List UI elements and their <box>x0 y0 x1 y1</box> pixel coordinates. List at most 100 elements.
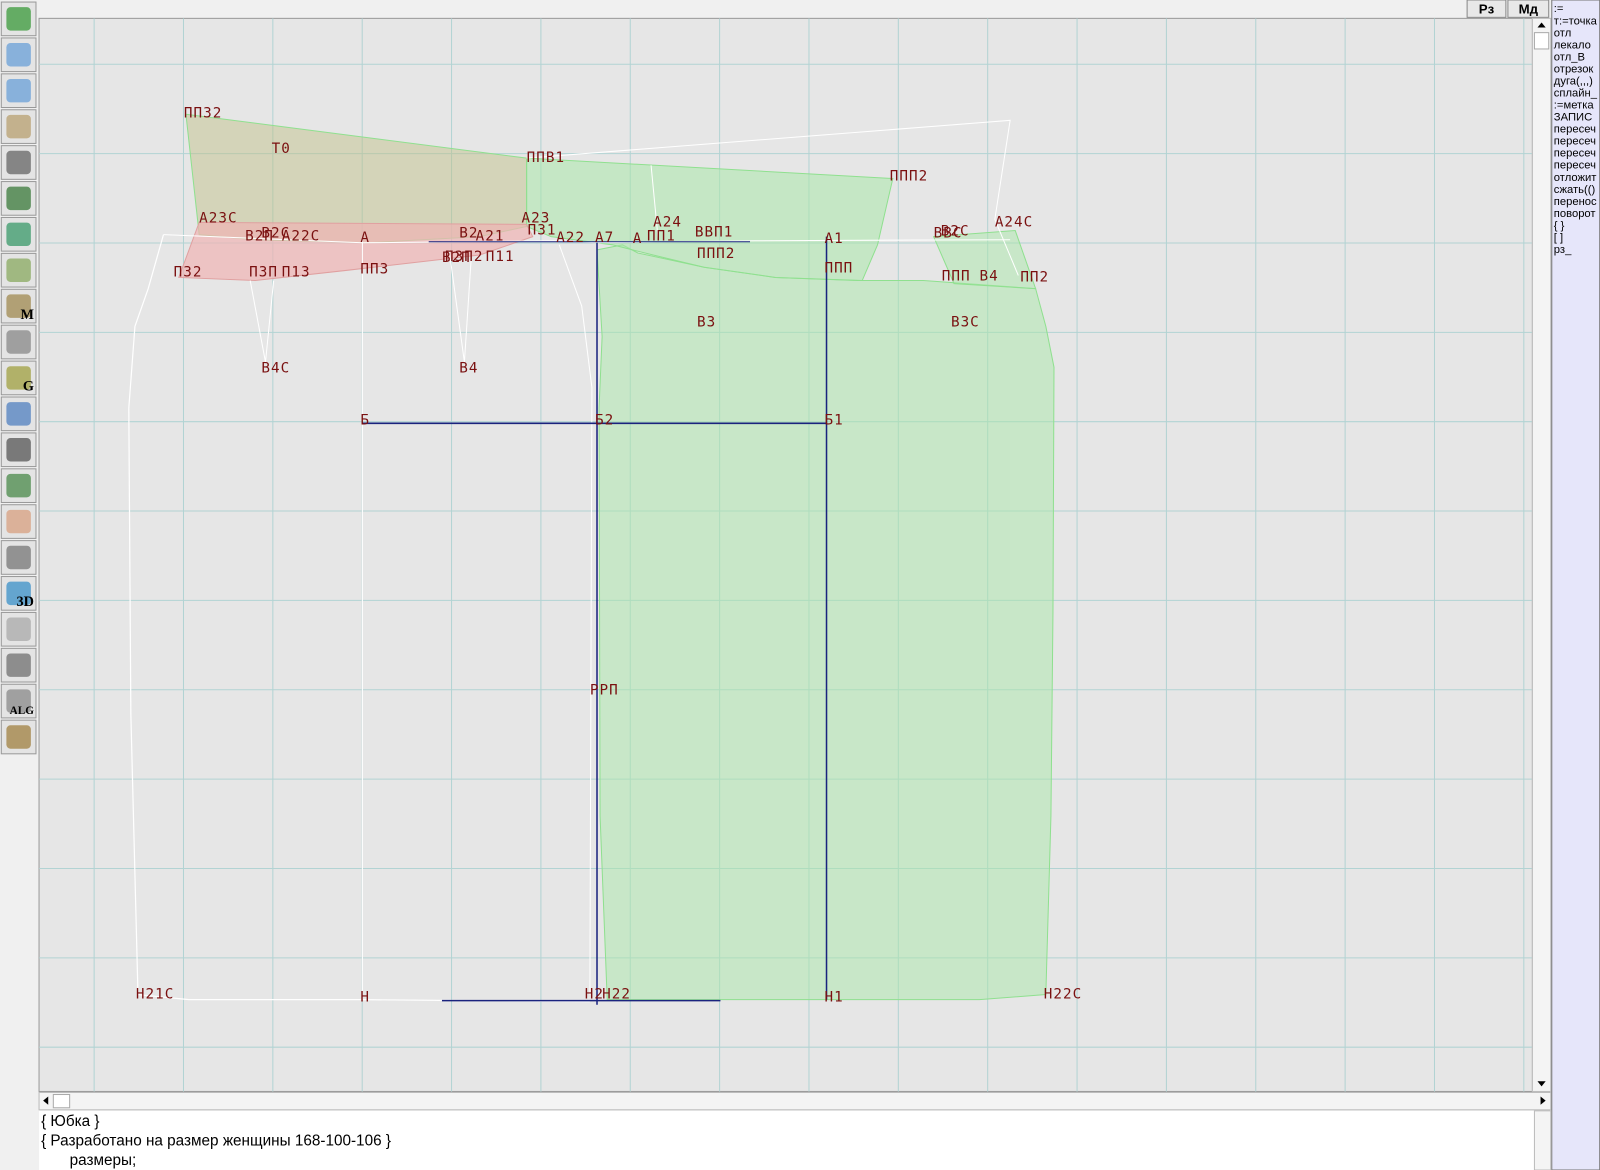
command-list: :=т:=точкаотллекалоотл_Вотрезокдуга(,,,)… <box>1554 3 1598 256</box>
tool-icon <box>6 617 31 642</box>
dart <box>249 280 275 363</box>
front-panel <box>596 244 1055 1001</box>
tool-icon <box>6 689 31 713</box>
command-item[interactable]: пересеч <box>1554 160 1596 172</box>
button-label: Рз <box>1479 1 1495 16</box>
tool-icon <box>6 473 31 498</box>
point-label: В2П <box>245 229 274 245</box>
point-label: Н21С <box>136 987 174 1003</box>
point-label: А <box>360 230 370 246</box>
command-item[interactable]: перенос <box>1554 196 1597 208</box>
arrow-up[interactable] <box>1537 22 1546 28</box>
scroll-thumb[interactable] <box>1533 32 1550 50</box>
point-label: В2С <box>941 224 970 240</box>
point-label: П3П2 <box>445 249 483 265</box>
point-label: А22 <box>556 230 585 246</box>
tool-icon <box>6 150 31 175</box>
point-label: Т0 <box>272 141 291 157</box>
point-label: В2П <box>442 250 471 266</box>
point-label: ПП32 <box>184 105 222 121</box>
tool-icon <box>6 402 31 426</box>
point-label: ПП2 <box>1020 270 1049 286</box>
command-panel[interactable] <box>1551 0 1600 1170</box>
point-label: А23С <box>199 210 237 226</box>
command-item[interactable]: пересеч <box>1554 136 1596 148</box>
point-label: Н2 <box>585 987 604 1003</box>
point-label: В2 <box>459 226 478 242</box>
tool-icon <box>6 78 31 103</box>
side-seam <box>558 244 593 995</box>
point-label: В4 <box>980 269 999 285</box>
tool-icon-label: 3D <box>17 594 34 610</box>
dart <box>448 249 473 363</box>
point-label: Н22 <box>602 987 631 1003</box>
point-label: Н22С <box>1044 987 1082 1003</box>
horizontal-scrollbar[interactable] <box>38 1091 1552 1111</box>
tool-icon <box>6 294 31 318</box>
point-label: А <box>633 231 643 247</box>
button[interactable] <box>1466 0 1507 18</box>
dart <box>650 165 659 240</box>
command-item[interactable]: [ ] <box>1554 232 1563 244</box>
arrow-left[interactable] <box>43 1096 49 1105</box>
command-item[interactable]: т:=точка <box>1554 15 1598 27</box>
editor-text: { Юбка } { Разработано на размер женщины … <box>41 1113 391 1169</box>
command-item[interactable]: := <box>1554 3 1564 15</box>
tool-icon <box>6 725 31 749</box>
tool-icon <box>6 7 31 31</box>
toolbar-icons: M G 3D ALG <box>0 1 37 755</box>
point-label: ППП <box>824 260 853 276</box>
point-label: А24 <box>653 214 682 230</box>
point-label: В2С <box>261 226 290 242</box>
tool-icon <box>6 438 31 462</box>
point-label: В3С <box>951 314 980 330</box>
tool-icon <box>6 114 31 139</box>
scroll-track <box>38 1091 1552 1111</box>
vertical-scrollbar[interactable] <box>1531 17 1552 1092</box>
command-item[interactable]: сжать(() <box>1554 184 1596 196</box>
command-item[interactable]: отложит <box>1554 172 1597 184</box>
editor-scrollbar[interactable] <box>1533 1110 1552 1170</box>
editor-line: { Юбка } <box>41 1113 99 1130</box>
point-label: ППВ1 <box>527 150 565 166</box>
scroll-track <box>1531 17 1552 1092</box>
point-label: ВВС <box>934 226 963 242</box>
point-label: ПП1 <box>647 229 676 245</box>
point-label: ППП2 <box>890 169 928 185</box>
command-item[interactable]: отрезок <box>1554 63 1594 75</box>
command-item[interactable]: ЗАПИС <box>1554 112 1592 124</box>
command-item[interactable]: { } <box>1554 220 1565 232</box>
command-item[interactable]: пересеч <box>1554 124 1596 136</box>
command-item[interactable]: отл <box>1554 27 1571 39</box>
point-label: В3 <box>697 314 716 330</box>
command-item[interactable]: дуга(,,,) <box>1554 75 1593 87</box>
tool-icon <box>6 43 31 67</box>
command-item[interactable]: лекало <box>1554 39 1591 51</box>
arrow-down[interactable] <box>1537 1081 1546 1087</box>
command-item[interactable]: рз_ <box>1554 244 1572 256</box>
tool-icon <box>6 581 31 606</box>
tool-icon-label: M <box>20 307 34 323</box>
point-label: ПП3 <box>360 261 389 277</box>
point-label: РРП <box>590 683 619 699</box>
back-band <box>178 221 534 282</box>
tool-icon <box>6 545 31 570</box>
top-bar: Рз Мд <box>1466 0 1550 18</box>
command-item[interactable]: пересеч <box>1554 148 1596 160</box>
tool-icon-label: G <box>23 379 34 395</box>
point-label: ППП2 <box>697 246 735 262</box>
button[interactable] <box>1507 0 1550 18</box>
command-item[interactable]: сплайн_ <box>1554 87 1598 99</box>
point-label: В4С <box>261 360 290 376</box>
front-yoke <box>526 157 894 282</box>
arrow-right[interactable] <box>1540 1096 1546 1105</box>
scroll-thumb[interactable] <box>52 1094 71 1109</box>
point-label: Б <box>360 412 370 428</box>
command-item[interactable]: отл_В <box>1554 51 1585 63</box>
script-editor[interactable] <box>39 1110 1551 1170</box>
command-item[interactable]: поворот <box>1554 208 1596 220</box>
editor-line: { Разработано на размер женщины 168-100-… <box>41 1133 391 1150</box>
command-item[interactable]: :=метка <box>1554 100 1595 112</box>
point-label: А22С <box>282 229 320 245</box>
